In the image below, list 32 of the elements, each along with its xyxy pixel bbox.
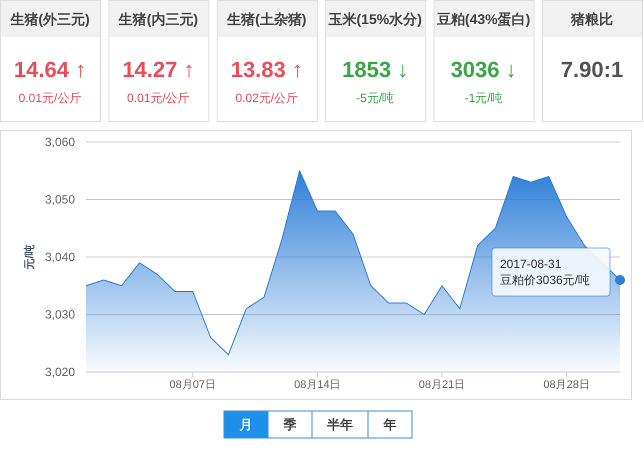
category-label: 生猪(土杂猪) — [226, 11, 306, 27]
text: 13.83 ↑ — [230, 57, 303, 82]
y-tick-label: 3,030 — [44, 308, 76, 322]
text: 3036 ↓ — [450, 57, 517, 82]
text: 14.27 ↑ — [122, 57, 194, 82]
category-label: 生猪(内三元) — [118, 11, 198, 27]
y-tick-label: 3,040 — [44, 250, 76, 264]
category-label: 年 — [382, 417, 396, 432]
x-tick-label: 08月28日 — [543, 379, 590, 391]
category-label: 季 — [282, 417, 296, 432]
y-axis-title: 元/吨 — [23, 244, 36, 271]
text: 0.01元/公斤 — [18, 91, 82, 105]
text: -5元/吨 — [356, 91, 394, 105]
text: 1853 ↓ — [342, 57, 408, 82]
category-label: 玉米(15%水分) — [328, 11, 422, 27]
category-label: 猪粮比 — [570, 11, 613, 27]
category-label: 半年 — [326, 417, 353, 432]
category-label: 豆粕(43%蛋白) — [436, 11, 530, 27]
category-label: 生猪(外三元) — [9, 11, 90, 27]
text: 14.64 ↑ — [14, 57, 86, 82]
y-tick-label: 3,020 — [44, 365, 76, 379]
y-tick-label: 3,050 — [44, 192, 76, 206]
text: 0.02元/公斤 — [235, 91, 298, 105]
x-tick-label: 08月07日 — [170, 379, 216, 391]
text: -1元/吨 — [464, 91, 503, 105]
x-tick-label: 08月14日 — [294, 379, 341, 391]
annotation: 2017-08-31 豆粕价3036元/吨 — [500, 257, 590, 287]
category-label: 月 — [238, 417, 252, 432]
text: 7.90:1 — [560, 57, 624, 82]
x-tick-label: 08月21日 — [418, 379, 466, 391]
y-tick-label: 3,060 — [44, 135, 76, 149]
text: 0.01元/公斤 — [127, 91, 190, 105]
